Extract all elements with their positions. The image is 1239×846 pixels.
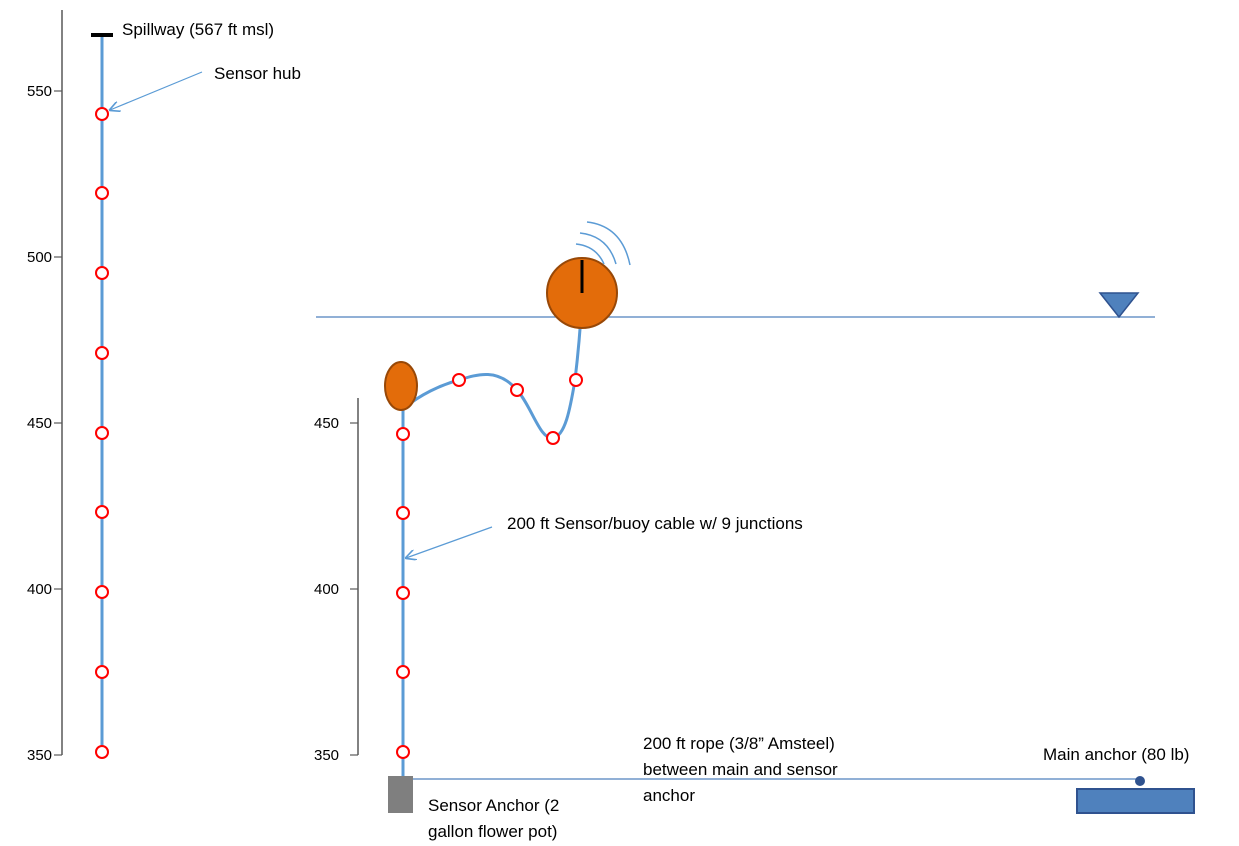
sensor-anchor-label-line-2: gallon flower pot)	[428, 822, 557, 841]
main-anchor-block	[1076, 788, 1195, 814]
right-tick-label-400: 400	[314, 581, 339, 598]
left-axis-ticks: 550 500 450 400 350	[27, 83, 62, 764]
main-anchor-label: Main anchor (80 lb)	[1043, 745, 1189, 764]
water-surface-marker-icon	[1098, 292, 1140, 319]
wireless-signal-icon	[575, 221, 631, 266]
sensor-float	[384, 361, 418, 411]
cable-arrow	[406, 526, 493, 558]
junction-marker	[569, 373, 583, 387]
sensor-anchor	[388, 776, 413, 813]
junction-marker	[396, 586, 410, 600]
junction-marker	[95, 426, 109, 440]
cable-junctions	[396, 373, 583, 759]
junction-marker	[452, 373, 466, 387]
junction-marker	[546, 431, 560, 445]
right-tick-label-350: 350	[314, 747, 339, 764]
junction-marker	[510, 383, 524, 397]
junction-marker	[95, 107, 109, 121]
junction-marker	[396, 665, 410, 679]
left-tick-label-550: 550	[27, 83, 52, 100]
signal-wave	[575, 243, 605, 265]
left-tick-label-400: 400	[27, 581, 52, 598]
left-tick-label-350: 350	[27, 747, 52, 764]
cable-label: 200 ft Sensor/buoy cable w/ 9 junctions	[507, 514, 803, 533]
signal-wave	[586, 221, 631, 266]
junction-marker	[95, 505, 109, 519]
sensor-hub-label: Sensor hub	[214, 64, 301, 83]
junction-marker	[396, 506, 410, 520]
left-tick-label-450: 450	[27, 415, 52, 432]
junction-marker	[396, 427, 410, 441]
rope-label-line-3: anchor	[643, 786, 695, 805]
left-tick-label-500: 500	[27, 249, 52, 266]
right-tick-label-450: 450	[314, 415, 339, 432]
rope-label-line-2: between main and sensor	[643, 760, 838, 779]
junction-marker	[95, 585, 109, 599]
right-axis-ticks: 450 400 350	[314, 415, 358, 764]
junction-marker	[95, 745, 109, 759]
sensor-anchor-label-line-1: Sensor Anchor (2	[428, 796, 559, 815]
sensor-hub-arrow	[110, 71, 203, 110]
signal-wave	[579, 232, 617, 265]
main-buoy	[546, 257, 618, 329]
rope-attachment-point	[1135, 776, 1145, 786]
junction-marker	[95, 346, 109, 360]
rope-label-line-1: 200 ft rope (3/8” Amsteel)	[643, 734, 835, 753]
junction-marker	[95, 665, 109, 679]
junction-marker	[396, 745, 410, 759]
spillway-label: Spillway (567 ft msl)	[122, 20, 274, 39]
sensor-cable-curve	[403, 299, 584, 440]
hub-junctions	[95, 107, 109, 759]
junction-marker	[95, 266, 109, 280]
junction-marker	[95, 186, 109, 200]
